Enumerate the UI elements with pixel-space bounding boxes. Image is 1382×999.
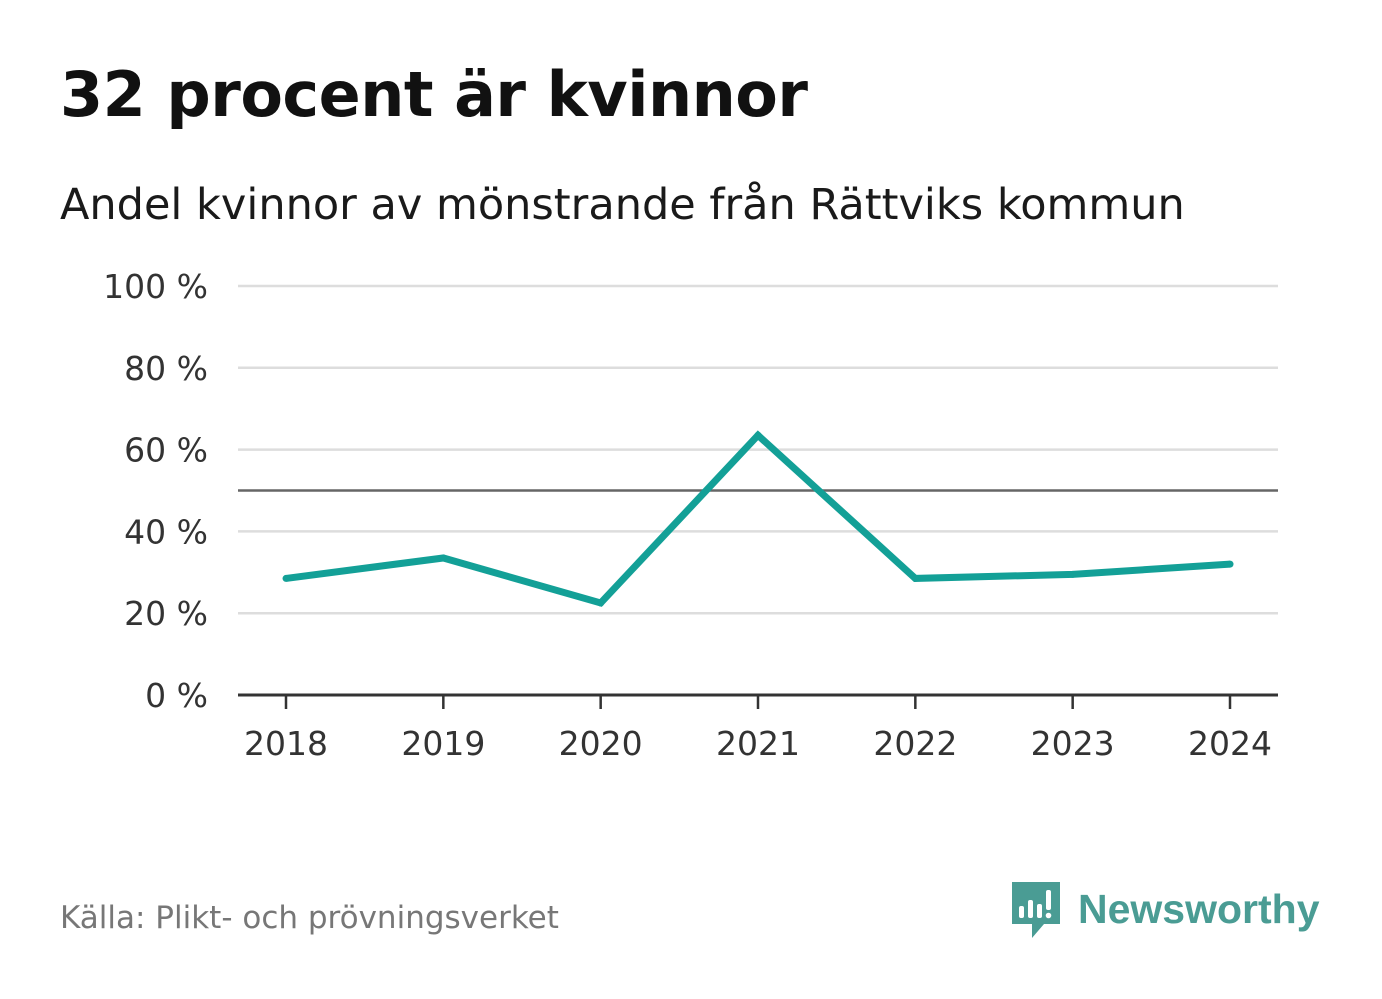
y-tick-label: 100 %: [103, 267, 208, 306]
y-tick-label: 20 %: [124, 594, 208, 633]
data-point: [754, 431, 762, 439]
y-tick-label: 80 %: [124, 349, 208, 388]
data-point: [282, 574, 290, 582]
source-note: Källa: Plikt- och prövningsverket: [60, 900, 559, 936]
chart-subtitle: Andel kvinnor av mönstrande från Rättvik…: [60, 180, 1185, 230]
data-point: [1069, 570, 1077, 578]
series-line: [285, 430, 1231, 607]
y-tick-label: 40 %: [124, 512, 208, 551]
x-tick-label: 2020: [559, 724, 643, 763]
x-tick-label: 2023: [1031, 724, 1115, 763]
x-tick-label: 2022: [873, 724, 957, 763]
y-tick-label: 60 %: [124, 431, 208, 470]
data-point: [911, 574, 919, 582]
x-tick-label: 2018: [244, 724, 328, 763]
y-tick-label: 0 %: [145, 676, 208, 715]
chart-title: 32 procent är kvinnor: [60, 58, 808, 131]
data-point: [1226, 560, 1234, 568]
x-tick-label: 2021: [716, 724, 800, 763]
x-tick-label: 2019: [401, 724, 485, 763]
data-point: [439, 554, 447, 562]
newsworthy-logo: Newsworthy: [1010, 878, 1320, 940]
newsworthy-logo-text: Newsworthy: [1078, 885, 1320, 932]
newsworthy-logo-icon: [1012, 882, 1060, 938]
data-point: [597, 599, 605, 607]
x-tick-label: 2024: [1188, 724, 1272, 763]
